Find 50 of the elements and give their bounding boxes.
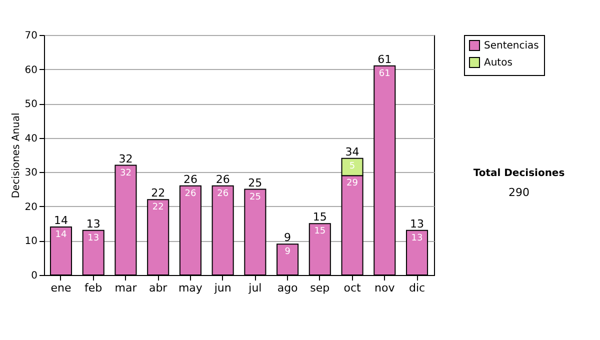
y-tick-label: 0 — [31, 270, 38, 282]
text: Total Decisiones — [473, 168, 565, 179]
total-label: 34 — [345, 145, 360, 158]
legend-label: Sentencias — [484, 40, 539, 52]
text: 290 — [508, 186, 530, 199]
x-tick-label: dic — [408, 282, 426, 294]
x-tick-label: jun — [213, 282, 232, 294]
y-tick-label: 10 — [24, 236, 38, 248]
x-tick-label: mar — [114, 282, 138, 294]
total-label: 13 — [86, 217, 100, 230]
total-label: 22 — [151, 186, 166, 200]
x-tick-label: ago — [277, 282, 298, 294]
x-tick-label: abr — [148, 282, 168, 294]
x-tick-label: nov — [374, 282, 396, 294]
y-tick-label: 20 — [24, 202, 38, 213]
total-label: 13 — [410, 217, 424, 230]
total-label: 32 — [118, 152, 133, 166]
data-label: 13 — [88, 233, 100, 244]
total-label: 25 — [248, 176, 262, 190]
x-tick-label: ene — [50, 282, 72, 294]
y-tick-label: 40 — [24, 133, 38, 144]
x-tick-label: sep — [310, 282, 330, 294]
total-label: 26 — [216, 172, 230, 186]
data-label: 26 — [217, 188, 229, 199]
data-label: 32 — [120, 168, 132, 178]
legend-label: Autos — [484, 58, 512, 68]
y-tick-label: 70 — [24, 30, 38, 42]
data-label: 61 — [378, 68, 390, 79]
data-label: 26 — [184, 188, 196, 199]
y-tick-label: 50 — [24, 99, 38, 110]
total-label: 26 — [183, 172, 198, 186]
x-tick-label: feb — [84, 282, 102, 294]
data-label: 29 — [346, 178, 358, 189]
data-label: 22 — [152, 202, 164, 213]
y-tick-label: 60 — [24, 64, 38, 76]
x-tick-label: jul — [248, 282, 262, 294]
x-tick-label: oct — [344, 282, 362, 294]
y-tick-label: 30 — [24, 168, 38, 179]
y-axis-title: Decisiones Anual — [10, 112, 22, 198]
total-label: 61 — [378, 52, 392, 66]
total-label: 15 — [312, 210, 327, 224]
data-label: 5 — [349, 161, 356, 172]
data-label: 15 — [314, 226, 326, 237]
data-label: 14 — [55, 230, 67, 240]
total-label: 9 — [284, 231, 292, 244]
data-label: 9 — [284, 247, 291, 258]
data-label: 13 — [411, 233, 423, 244]
data-label: 25 — [249, 192, 261, 202]
x-tick-label: may — [178, 282, 203, 294]
total-label: 14 — [54, 214, 68, 227]
